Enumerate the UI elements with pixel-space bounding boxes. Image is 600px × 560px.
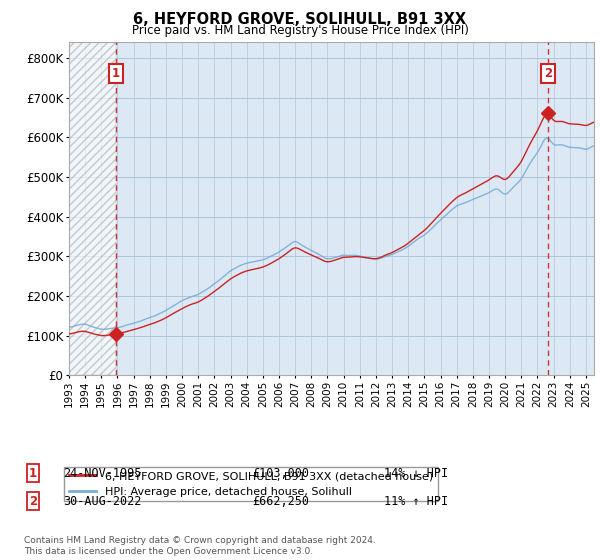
Text: £662,250: £662,250 xyxy=(252,494,309,508)
Legend: 6, HEYFORD GROVE, SOLIHULL, B91 3XX (detached house), HPI: Average price, detach: 6, HEYFORD GROVE, SOLIHULL, B91 3XX (det… xyxy=(64,467,438,501)
Text: 11% ↑ HPI: 11% ↑ HPI xyxy=(384,494,448,508)
Text: 14% ↓ HPI: 14% ↓ HPI xyxy=(384,466,448,480)
Text: 24-NOV-1995: 24-NOV-1995 xyxy=(63,466,142,480)
Text: 30-AUG-2022: 30-AUG-2022 xyxy=(63,494,142,508)
Text: 1: 1 xyxy=(29,466,37,480)
Text: Contains HM Land Registry data © Crown copyright and database right 2024.
This d: Contains HM Land Registry data © Crown c… xyxy=(24,536,376,556)
Text: 6, HEYFORD GROVE, SOLIHULL, B91 3XX: 6, HEYFORD GROVE, SOLIHULL, B91 3XX xyxy=(133,12,467,27)
Bar xyxy=(69,42,116,375)
Text: Price paid vs. HM Land Registry's House Price Index (HPI): Price paid vs. HM Land Registry's House … xyxy=(131,24,469,36)
Text: 1: 1 xyxy=(112,67,120,80)
Text: 2: 2 xyxy=(29,494,37,508)
Text: 2: 2 xyxy=(544,67,553,80)
Text: £103,000: £103,000 xyxy=(252,466,309,480)
